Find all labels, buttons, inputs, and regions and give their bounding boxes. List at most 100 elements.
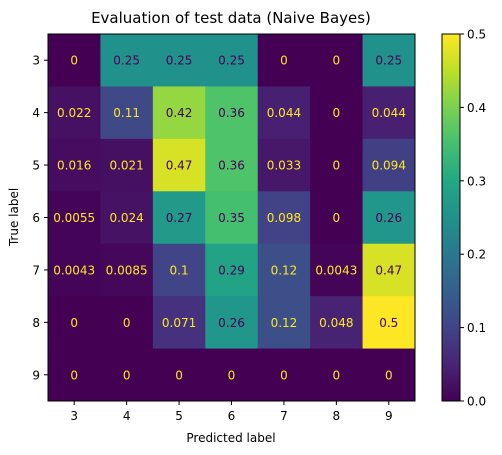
cell-value-label: 0 bbox=[333, 211, 341, 225]
x-tick-label: 7 bbox=[280, 409, 288, 423]
x-tick-label: 3 bbox=[70, 409, 78, 423]
colorbar bbox=[441, 33, 461, 402]
cell-value-label: 0.5 bbox=[379, 316, 398, 330]
heatmap-cell bbox=[152, 348, 206, 402]
cell-value-label: 0.12 bbox=[271, 263, 298, 277]
cell-value-label: 0.36 bbox=[218, 159, 245, 173]
heatmap-cell bbox=[100, 348, 154, 402]
cell-value-label: 0 bbox=[123, 316, 131, 330]
heatmap-cell bbox=[310, 243, 364, 297]
heatmap-cells bbox=[48, 34, 416, 402]
cell-value-label: 0.024 bbox=[109, 211, 143, 225]
heatmap-cell bbox=[362, 34, 416, 87]
cell-value-label: 0.094 bbox=[372, 159, 406, 173]
cell-value-label: 0.29 bbox=[218, 263, 245, 277]
heatmap-cell bbox=[48, 243, 101, 297]
heatmap-cell bbox=[257, 191, 311, 245]
cell-value-label: 0.27 bbox=[166, 211, 193, 225]
heatmap-cell bbox=[362, 348, 416, 402]
x-tick-label: 5 bbox=[175, 409, 183, 423]
heatmap-cell bbox=[48, 191, 101, 245]
chart-title: Evaluation of test data (Naive Bayes) bbox=[91, 9, 371, 27]
heatmap-cell bbox=[100, 191, 154, 245]
colorbar-tick-label: 0.0 bbox=[467, 395, 486, 409]
heatmap-cell bbox=[310, 348, 364, 402]
heatmap-cell bbox=[310, 191, 364, 245]
colorbar-tick-label: 0.3 bbox=[467, 174, 486, 188]
x-tick-label: 4 bbox=[123, 409, 131, 423]
heatmap-cell bbox=[205, 296, 259, 350]
cell-value-label: 0.016 bbox=[57, 159, 91, 173]
heatmap-cell bbox=[100, 138, 154, 192]
y-tick-label: 6 bbox=[32, 211, 40, 225]
heatmap-cell bbox=[362, 138, 416, 192]
heatmap-cell bbox=[257, 296, 311, 350]
cell-value-label: 0.0043 bbox=[315, 263, 357, 277]
heatmap-cell bbox=[362, 86, 416, 140]
cell-value-label: 0.35 bbox=[218, 211, 245, 225]
cell-value-label: 0 bbox=[123, 368, 131, 382]
heatmap-cell bbox=[362, 296, 416, 350]
heatmap-cell bbox=[205, 243, 259, 297]
cell-value-label: 0.044 bbox=[372, 106, 406, 120]
x-axis-ticks: 3 4 5 6 7 8 9 bbox=[70, 401, 393, 423]
x-tick-label: 6 bbox=[228, 409, 236, 423]
heatmap-cell bbox=[152, 86, 206, 140]
heatmap-cell bbox=[257, 34, 311, 87]
cell-value-label: 0.071 bbox=[162, 316, 196, 330]
y-tick-label: 4 bbox=[32, 106, 40, 120]
heatmap-cell bbox=[48, 86, 101, 140]
cell-value-label: 0.0085 bbox=[106, 263, 148, 277]
cell-value-label: 0.0043 bbox=[53, 263, 95, 277]
cell-value-label: 0.022 bbox=[57, 106, 91, 120]
colorbar-tick-label: 0.4 bbox=[467, 101, 486, 115]
heatmap-cell bbox=[48, 348, 101, 402]
colorbar-tick-label: 0.2 bbox=[467, 248, 486, 262]
cell-value-label: 0.25 bbox=[375, 54, 402, 68]
cell-value-label: 0 bbox=[333, 106, 341, 120]
heatmap-cell bbox=[310, 296, 364, 350]
cell-value-label: 0.044 bbox=[267, 106, 301, 120]
cell-value-label: 0.25 bbox=[166, 54, 193, 68]
heatmap-cell bbox=[100, 86, 154, 140]
cell-value-label: 0.098 bbox=[267, 211, 301, 225]
cell-value-label: 0 bbox=[385, 368, 393, 382]
heatmap-cell bbox=[310, 86, 364, 140]
cell-value-label: 0.47 bbox=[375, 263, 402, 277]
cell-value-label: 0.47 bbox=[166, 159, 193, 173]
heatmap-cell bbox=[48, 34, 101, 87]
heatmap-cell bbox=[310, 138, 364, 192]
cell-value-label: 0.25 bbox=[113, 54, 140, 68]
heatmap-cell bbox=[205, 348, 259, 402]
y-tick-label: 7 bbox=[32, 263, 40, 277]
heatmap-cell bbox=[310, 34, 364, 87]
y-axis-ticks: 3 4 5 6 7 8 9 bbox=[32, 54, 48, 382]
y-tick-label: 9 bbox=[32, 368, 40, 382]
cell-value-label: 0.26 bbox=[375, 211, 402, 225]
colorbar-tick-label: 0.1 bbox=[467, 321, 486, 335]
x-axis-label: Predicted label bbox=[186, 431, 275, 445]
cell-value-label: 0.048 bbox=[319, 316, 353, 330]
heatmap-cell bbox=[100, 34, 154, 87]
heatmap-cell bbox=[48, 138, 101, 192]
cell-value-label: 0 bbox=[175, 368, 183, 382]
cell-value-label: 0.1 bbox=[170, 263, 189, 277]
cell-value-label: 0 bbox=[70, 316, 78, 330]
heatmap-cell bbox=[257, 243, 311, 297]
y-tick-label: 5 bbox=[32, 159, 40, 173]
colorbar-ticks: 0.0 0.1 0.2 0.3 0.4 0.5 bbox=[460, 28, 486, 409]
cell-value-label: 0.36 bbox=[218, 106, 245, 120]
heatmap-cell-labels: 0 0.25 0.25 0.25 0 0 0.25 0.022 0.11 0.42 0.36 0.04… bbox=[53, 54, 406, 383]
heatmap-cell bbox=[152, 296, 206, 350]
heatmap-cell bbox=[205, 86, 259, 140]
cell-value-label: 0 bbox=[70, 368, 78, 382]
cell-value-label: 0.12 bbox=[271, 316, 298, 330]
heatmap-cell bbox=[152, 34, 206, 87]
y-axis-label: True label bbox=[7, 188, 21, 247]
cell-value-label: 0.26 bbox=[218, 316, 245, 330]
cell-value-label: 0 bbox=[333, 368, 341, 382]
heatmap-cell bbox=[152, 138, 206, 192]
heatmap-cell bbox=[48, 296, 101, 350]
cell-value-label: 0.033 bbox=[267, 159, 301, 173]
